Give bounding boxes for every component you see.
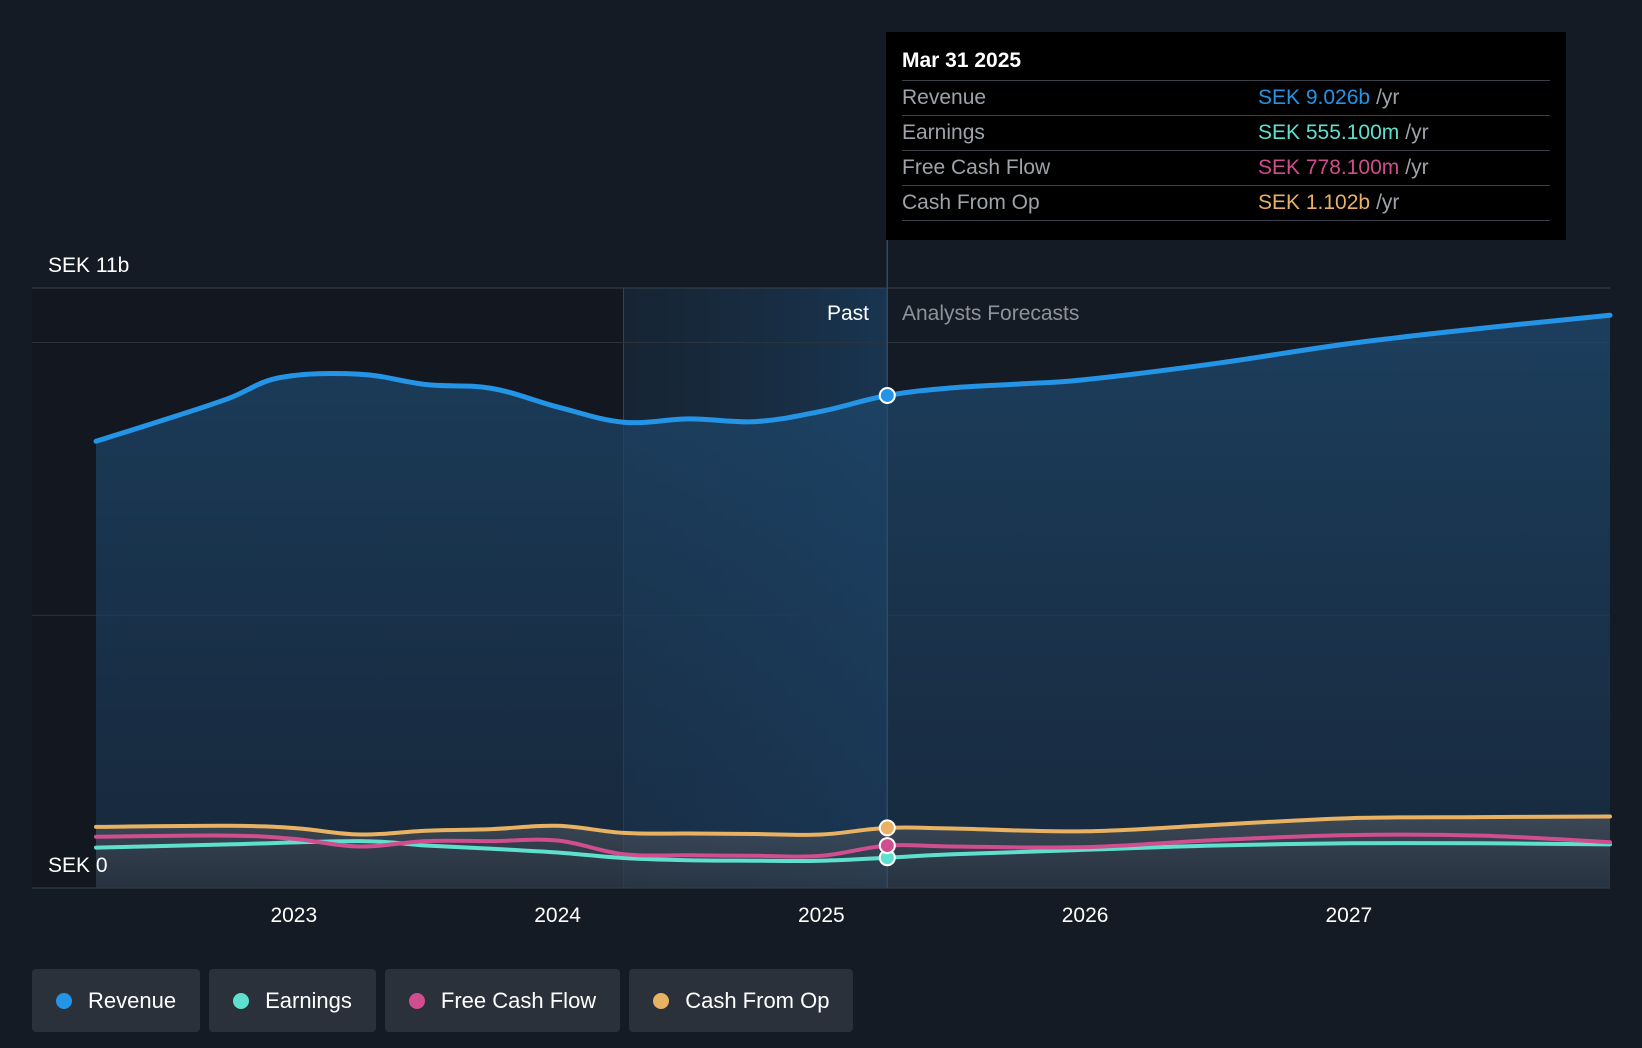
legend-item-free-cash-flow[interactable]: Free Cash Flow [384, 969, 621, 1032]
x-tick-2024: 2024 [534, 904, 581, 927]
tooltip-row-revenue: Revenue SEK 9.026b/yr [902, 80, 1550, 115]
tooltip-label: Cash From Op [902, 191, 1040, 214]
legend-dot-icon [408, 992, 425, 1009]
x-tick-2025: 2025 [798, 904, 845, 927]
tooltip-label: Revenue [902, 86, 987, 109]
legend-item-cash-from-op[interactable]: Cash From Op [629, 969, 854, 1032]
legend-label: Earnings [265, 987, 352, 1013]
tooltip-value: SEK 9.026b [1258, 86, 1371, 109]
forecast-label: Analysts Forecasts [902, 302, 1079, 325]
free-cash-flow-marker [878, 837, 896, 855]
tooltip-unit: /yr [1376, 86, 1400, 109]
tooltip: Mar 31 2025 Revenue SEK 9.026b/yr Earnings… [886, 32, 1566, 240]
legend-item-revenue[interactable]: Revenue [32, 969, 201, 1032]
legend-label: Revenue [88, 987, 177, 1013]
tooltip-value: SEK 778.100m [1258, 156, 1400, 179]
y-axis-top-label: SEK 11b [48, 254, 129, 277]
legend-dot-icon [233, 992, 250, 1009]
tooltip-unit: /yr [1405, 121, 1429, 144]
tooltip-unit: /yr [1405, 156, 1429, 179]
x-tick-2026: 2026 [1062, 904, 1109, 927]
legend-label: Cash From Op [685, 987, 830, 1013]
tooltip-value: SEK 555.100m [1258, 121, 1400, 144]
legend-label: Free Cash Flow [440, 987, 597, 1013]
revenue-line [93, 312, 1613, 444]
x-tick-2023: 2023 [270, 904, 317, 927]
legend-dot-icon [56, 992, 72, 1009]
tooltip-label: Free Cash Flow [902, 156, 1051, 179]
tooltip-row-free-cash-flow: Free Cash Flow SEK 778.100m/yr [902, 150, 1550, 185]
tooltip-value: SEK 1.102b [1258, 191, 1371, 214]
revenue-marker [878, 386, 896, 404]
legend-item-earnings[interactable]: Earnings [209, 969, 376, 1032]
y-axis-bottom-label: SEK 0 [48, 854, 108, 877]
tooltip-row-cash-from-op: Cash From Op SEK 1.102b/yr [902, 185, 1550, 221]
past-label: Past [827, 302, 869, 325]
tooltip-unit: /yr [1376, 191, 1400, 214]
tooltip-row-earnings: Earnings SEK 555.100m/yr [902, 115, 1550, 150]
legend: Revenue Earnings Free Cash Flow Cash From O… [32, 969, 854, 1032]
x-tick-2027: 2027 [1326, 904, 1373, 927]
cash-from-op-line [94, 814, 1612, 837]
tooltip-date: Mar 31 2025 [902, 49, 1022, 72]
tooltip-label: Earnings [902, 121, 985, 144]
revenue-area [96, 315, 1610, 888]
cash-from-op-marker [878, 819, 896, 837]
legend-dot-icon [653, 992, 670, 1009]
free-cash-flow-line [94, 832, 1612, 859]
